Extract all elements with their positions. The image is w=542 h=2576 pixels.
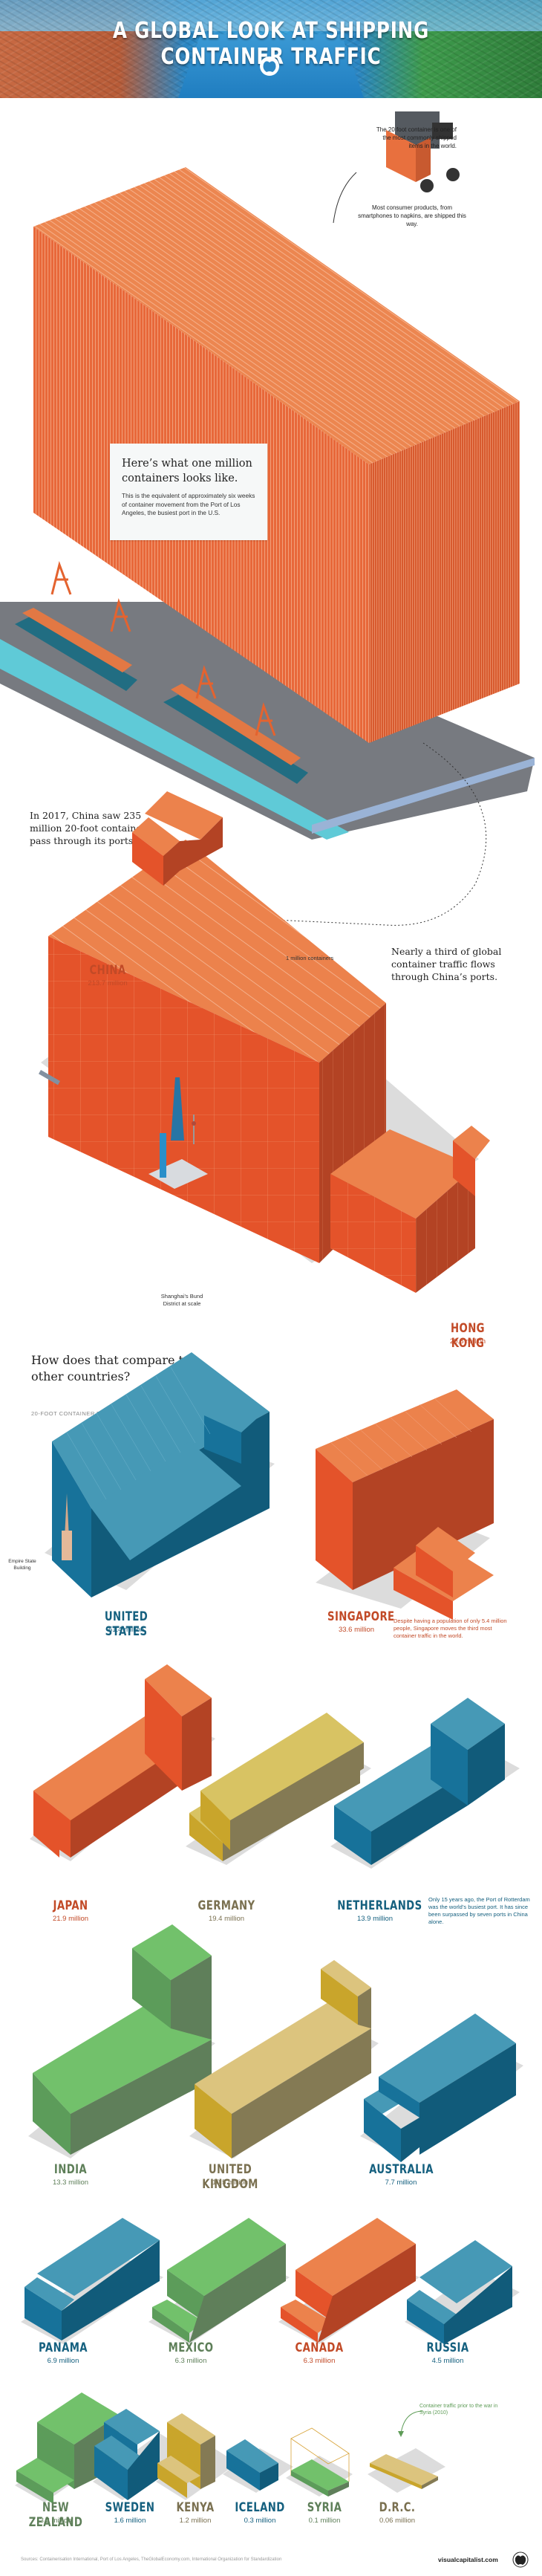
country-value-netherlands: 13.9 million (356, 1915, 394, 1923)
country-value-united-states: 51.4 million (108, 1626, 145, 1634)
country-value-sweden: 1.6 million (114, 2517, 146, 2525)
country-name-united-states: UNITED STATES (104, 1609, 148, 1639)
products-note: Most consumer products, from smartphones… (358, 204, 466, 227)
country-value-japan: 21.9 million (52, 1915, 89, 1923)
country-name-australia: AUSTRALIA (369, 2162, 434, 2177)
country-value-singapore: 33.6 million (338, 1626, 375, 1634)
country-value-united-kingdom: 10.5 million (212, 2178, 249, 2187)
china-stat-text: In 2017, China saw 235 million 20-foot c… (30, 810, 151, 846)
country-value-germany: 19.4 million (208, 1915, 245, 1923)
gantry-crane (50, 560, 276, 736)
country-value-russia: 4.5 million (431, 2357, 464, 2365)
netherlands-note: Only 15 years ago, the Port of Rotterdam… (428, 1896, 530, 1926)
header-sky (0, 0, 542, 31)
country-name-japan: JAPAN (53, 1898, 88, 1913)
brand-link[interactable]: visualcapitalist.com (438, 2556, 498, 2563)
country-name-china: CHINA (89, 963, 126, 978)
china-container-block (39, 791, 490, 1293)
country-name-india: INDIA (53, 2162, 88, 2177)
country-name-kenya: KENYA (176, 2500, 215, 2515)
country-name-hong-kong: HONG KONG (451, 1321, 485, 1351)
country-value-canada: 6.3 million (303, 2357, 336, 2365)
small-country-blocks (15, 2392, 445, 2504)
dotted-connector (226, 742, 487, 926)
country-name-iceland: ICELAND (235, 2500, 285, 2515)
country-name-russia: RUSSIA (426, 2340, 469, 2355)
usa-singapore-blocks (45, 1352, 494, 1620)
country-name-panama: PANAMA (39, 2340, 88, 2355)
country-name-germany: GERMANY (197, 1898, 255, 1913)
country-value-drc: 0.06 million (379, 2517, 416, 2525)
compare-heading: How does that compare to other countries… (31, 1353, 191, 1384)
country-name-sweden: SWEDEN (105, 2500, 155, 2515)
country-value-panama: 6.9 million (47, 2357, 79, 2365)
info-box-heading: Here’s what one million containers looks… (122, 458, 252, 484)
country-name-singapore: SINGAPORE (327, 1609, 395, 1624)
empire-state-building-icon (62, 1493, 72, 1560)
country-value-syria: 0.1 million (308, 2517, 341, 2525)
one-million-containers-block (0, 111, 535, 926)
country-name-new-zealand: NEW ZEALAND (28, 2500, 83, 2530)
million-info-box: Here’s what one million containers looks… (110, 444, 267, 540)
arrow-icon (333, 172, 357, 224)
singapore-note: Despite having a population of only 5.4 … (394, 1618, 507, 1640)
country-value-china: 213.7 million (88, 979, 128, 987)
reach-stacker-icon (386, 111, 460, 192)
country-value-australia: 7.7 million (385, 2178, 417, 2187)
syria-note: Container traffic prior to the war in Sy… (419, 2404, 498, 2416)
header-banner (0, 0, 542, 98)
country-name-canada: CANADA (295, 2340, 344, 2355)
country-value-kenya: 1.2 million (179, 2517, 212, 2525)
visual-capitalist-logo-icon (512, 2551, 529, 2568)
one-million-label: 1 million containers (286, 955, 334, 961)
visual-capitalist-logo-icon (260, 56, 279, 76)
panama-mexico-canada-russia-blocks (21, 2218, 520, 2344)
country-value-mexico: 6.3 million (174, 2357, 207, 2365)
country-name-united-kingdom: UNITED KINGDOM (202, 2162, 258, 2192)
shanghai-tower-icon (148, 1077, 208, 1189)
country-name-syria: SYRIA (307, 2500, 342, 2515)
country-value-new-zealand: 3.2 million (39, 2517, 72, 2525)
country-name-drc: D.R.C. (379, 2500, 416, 2515)
country-name-mexico: MEXICO (168, 2340, 214, 2355)
arrow-icon (400, 2410, 424, 2434)
container-note: The 20 foot container is one of the most… (376, 126, 457, 149)
country-value-india: 13.3 million (52, 2178, 89, 2187)
sources-text: Sources: Containerisation International,… (21, 2557, 282, 2562)
country-name-netherlands: NETHERLANDS (337, 1898, 422, 1913)
shanghai-label: Shanghai’s Bund District at scale (160, 1293, 203, 1308)
china-third-text: Nearly a third of global container traff… (391, 946, 502, 982)
country-value-hong-kong: 20.8 million (449, 1337, 486, 1346)
country-value-iceland: 0.3 million (244, 2517, 276, 2525)
container-ship (15, 608, 308, 784)
empire-state-label: Empire State Building (8, 1559, 36, 1571)
india-uk-australia-blocks (28, 1924, 523, 2162)
compare-subheading: 20-FOOT CONTAINER TRAFFIC (2017) (31, 1410, 143, 1417)
info-box-body: This is the equivalent of approximately … (122, 492, 255, 517)
japan-germany-netherlands-blocks (30, 1664, 520, 1869)
